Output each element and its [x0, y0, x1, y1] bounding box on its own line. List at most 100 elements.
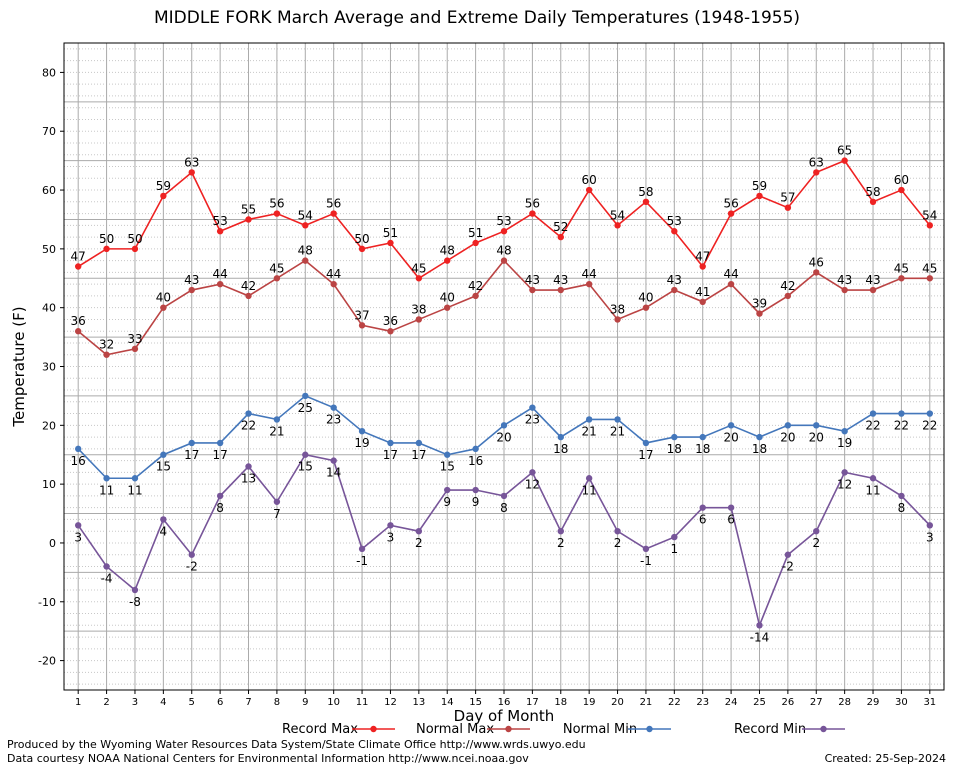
data-point: [74, 445, 82, 453]
data-point: [671, 228, 678, 235]
x-tick-label: 1: [75, 697, 81, 708]
data-label: 42: [780, 279, 795, 293]
data-label: 65: [837, 144, 852, 158]
data-point: [245, 292, 252, 300]
data-point: [273, 210, 281, 217]
data-point: [131, 345, 139, 353]
data-point: [188, 551, 195, 558]
data-label: 11: [127, 483, 142, 497]
data-point: [74, 328, 82, 335]
data-label: 19: [354, 436, 369, 450]
y-tick-label: 30: [42, 361, 56, 374]
data-label: 59: [752, 179, 767, 193]
data-point: [614, 222, 621, 229]
data-label: 63: [184, 155, 199, 169]
data-point: [188, 439, 195, 447]
data-point: [898, 410, 905, 417]
data-label: 16: [468, 454, 483, 468]
data-label: -1: [640, 554, 652, 568]
data-label: 42: [468, 279, 483, 293]
data-label: 50: [127, 232, 142, 246]
data-point: [387, 239, 394, 247]
y-tick-label: 20: [42, 419, 56, 432]
data-label: 44: [326, 267, 341, 281]
data-label: 52: [553, 220, 568, 234]
data-label: 44: [212, 267, 227, 281]
data-point: [841, 157, 848, 164]
data-point: [188, 286, 195, 294]
data-point: [188, 169, 195, 176]
data-point: [330, 404, 337, 411]
data-point: [557, 286, 564, 294]
data-point: [756, 622, 763, 629]
data-label: 17: [411, 448, 426, 462]
x-tick-label: 10: [327, 697, 340, 708]
data-point: [926, 275, 934, 282]
data-point: [500, 422, 508, 429]
data-label: 48: [440, 244, 455, 258]
x-tick-label: 25: [753, 697, 766, 708]
data-label: 18: [695, 442, 710, 456]
data-label: 57: [780, 191, 795, 205]
y-tick-label: 50: [42, 243, 56, 256]
data-label: 46: [809, 255, 824, 269]
legend-marker: [370, 725, 377, 733]
data-point: [302, 222, 309, 229]
legend-marker: [646, 725, 653, 733]
data-label: 11: [99, 483, 114, 497]
data-label: 22: [241, 419, 256, 433]
data-point: [756, 310, 763, 317]
data-point: [727, 422, 735, 429]
data-point: [358, 428, 366, 435]
data-label: 59: [156, 179, 171, 193]
data-point: [813, 269, 820, 276]
data-point: [131, 586, 139, 594]
data-point: [784, 292, 792, 300]
y-tick-label: 70: [42, 125, 56, 138]
data-point: [415, 527, 423, 535]
legend-label: Normal Min: [563, 722, 637, 737]
data-point: [472, 486, 479, 494]
footer-data-courtesy: Data courtesy NOAA National Centers for …: [7, 752, 529, 765]
data-point: [500, 228, 508, 235]
data-point: [614, 416, 621, 423]
data-point: [472, 239, 479, 247]
data-label: 15: [298, 460, 313, 474]
data-point: [756, 433, 763, 441]
data-label: 12: [525, 477, 540, 491]
data-label: 6: [699, 513, 707, 527]
data-label: 41: [695, 285, 710, 299]
data-label: 43: [525, 273, 540, 287]
data-point: [131, 475, 139, 482]
data-point: [926, 410, 934, 417]
data-point: [302, 451, 309, 458]
data-label: 39: [752, 297, 767, 311]
legend-marker: [505, 725, 512, 733]
x-tick-label: 30: [895, 697, 908, 708]
data-point: [444, 257, 451, 264]
data-label: 18: [667, 442, 682, 456]
data-label: 3: [387, 530, 395, 544]
data-point: [699, 298, 706, 305]
data-point: [160, 192, 167, 200]
data-label: 56: [269, 197, 284, 211]
data-point: [358, 245, 366, 253]
data-label: 25: [298, 401, 313, 415]
data-point: [472, 292, 479, 300]
data-label: 1: [671, 542, 679, 556]
x-tick-label: 26: [782, 697, 795, 708]
data-label: 13: [241, 471, 256, 485]
x-tick-label: 24: [725, 697, 738, 708]
x-tick-label: 21: [640, 697, 653, 708]
data-point: [103, 475, 110, 482]
data-point: [642, 198, 650, 206]
x-tick-label: 5: [189, 697, 195, 708]
data-point: [103, 245, 110, 253]
data-point: [415, 316, 423, 323]
y-tick-label: 10: [42, 478, 56, 491]
data-point: [415, 275, 423, 282]
data-point: [245, 216, 252, 223]
data-label: 60: [894, 173, 909, 187]
data-label: 20: [723, 430, 738, 444]
y-tick-label: 40: [42, 302, 56, 315]
